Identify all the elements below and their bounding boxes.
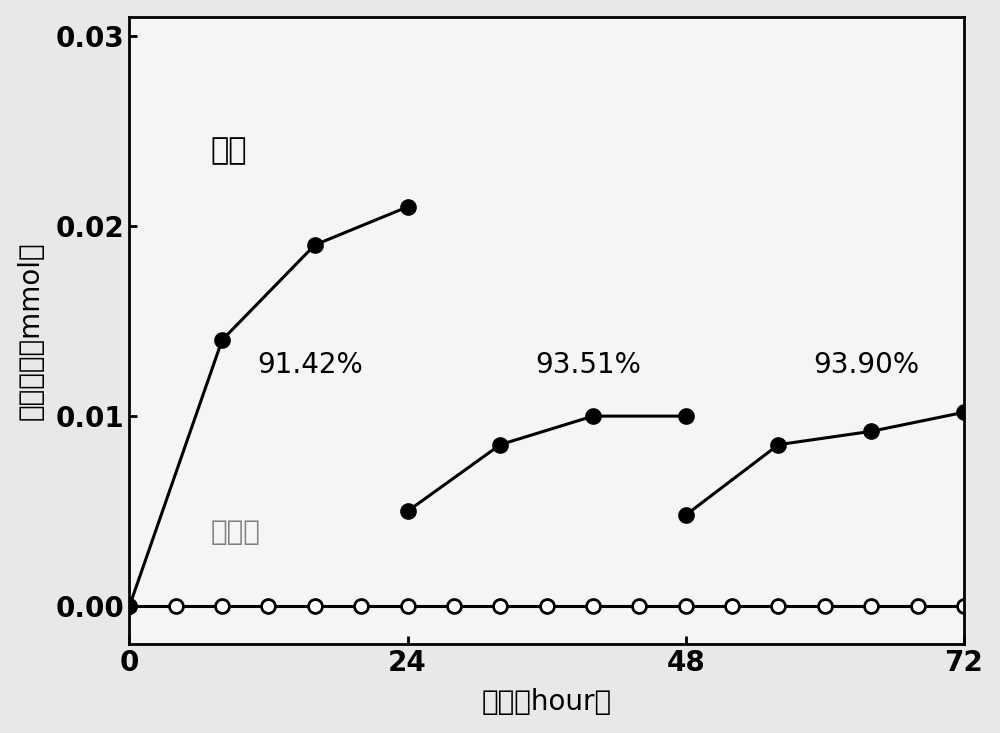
Text: 光照: 光照: [211, 136, 247, 166]
Text: 93.51%: 93.51%: [535, 351, 641, 379]
Text: 无光照: 无光照: [211, 517, 260, 546]
Text: 93.90%: 93.90%: [813, 351, 919, 379]
X-axis label: 时间（hour）: 时间（hour）: [482, 688, 612, 716]
Y-axis label: 甲烷产量（mmol）: 甲烷产量（mmol）: [17, 241, 45, 420]
Text: 91.42%: 91.42%: [257, 351, 363, 379]
